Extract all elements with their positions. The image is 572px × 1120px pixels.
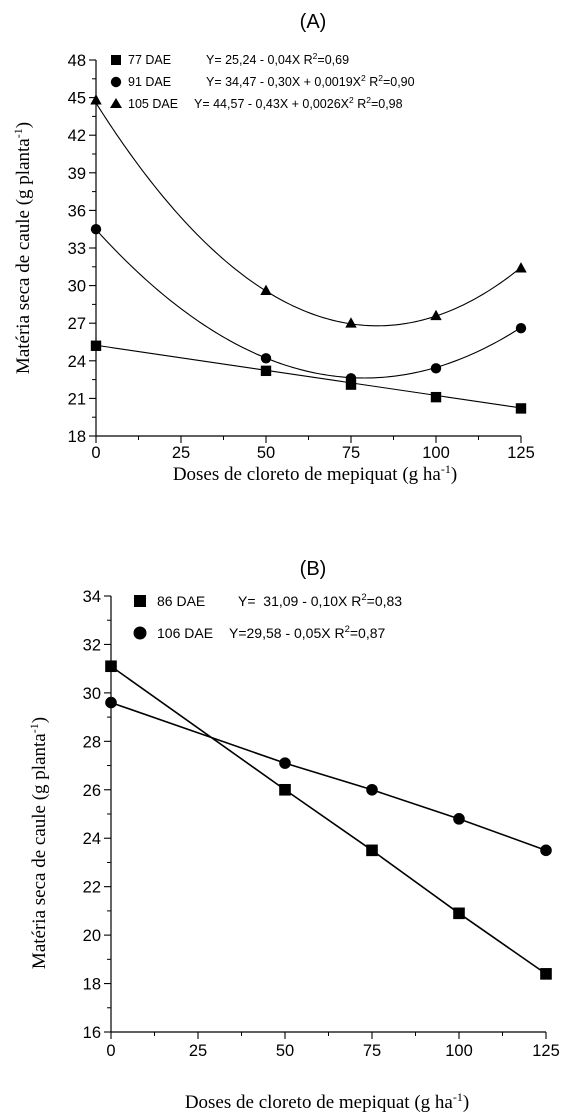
panel-b-series-0-point — [279, 783, 291, 796]
panel-a-series-2-point — [260, 284, 272, 296]
panel-a-series-0-point — [90, 340, 102, 351]
panel-b-series-0 — [105, 660, 552, 980]
panel-a-legend-label-0: 77 DAE — [128, 53, 171, 67]
panel-a-series-2-point — [345, 317, 357, 328]
panel-a-legend-marker-2 — [110, 98, 122, 108]
panel-b-legend-marker-1 — [133, 626, 147, 640]
panel-b-y-tick-label: 34 — [83, 588, 101, 606]
panel-a-plot: 0 25 50 75 100 125 18 21 24 27 30 33 36 39 42 45 48 — [68, 52, 535, 462]
panel-b-series-1-point — [366, 783, 378, 796]
panel-b-legend-marker-0 — [134, 595, 146, 607]
panel-a-y-tick-label: 24 — [68, 353, 86, 371]
panel-a-x-tick-label: 50 — [257, 444, 275, 462]
panel-b-x-tick-label: 125 — [532, 1042, 560, 1060]
panel-b-x-tick-label: 75 — [363, 1042, 381, 1060]
panel-b-y-tick-label: 32 — [83, 636, 101, 654]
panel-b-series-0-point — [540, 968, 552, 980]
panel-a-series-0-fit-line — [95, 344, 522, 409]
panel-a-series-1-point — [430, 363, 442, 374]
panel-a-y-tick-label: 48 — [68, 52, 86, 70]
panel-b-series-0-line — [110, 665, 547, 975]
panel-b-series-0-point — [453, 907, 465, 920]
panel-a-series-1-point — [90, 224, 102, 235]
panel-a-series-1 — [90, 224, 527, 384]
panel-a-series-0-point — [260, 365, 272, 377]
panel-b-series-1-point — [105, 696, 117, 709]
panel-a-legend-label-1: 91 DAE — [128, 75, 171, 89]
panel-a-y-tick-label: 21 — [68, 390, 86, 408]
panel-b-legend-equation-0: Y= 31,09 - 0,10X R2=0,83 — [238, 592, 402, 609]
panel-a-x-tick-label: 100 — [422, 444, 450, 462]
panel-a-title: (A) — [300, 11, 327, 33]
panel-a-y-tick-label: 36 — [68, 202, 86, 220]
panel-b-series-1-point — [540, 844, 552, 857]
panel-b-y-tick-label: 24 — [83, 830, 101, 848]
panel-a-series-0-point — [345, 379, 357, 390]
panel-b-y-tick-label: 22 — [83, 879, 101, 897]
panel-a-y-tick-label: 33 — [68, 240, 86, 258]
panel-b-y-axis-label: Matéria seca de caule (g planta-1) — [27, 717, 50, 969]
panel-b-series-0-point — [366, 844, 378, 857]
panel-b-y-tick-label: 28 — [83, 733, 101, 751]
panel-a-series-1-point — [515, 323, 527, 334]
panel-b-legend-equation-1: Y=29,58 - 0,05X R2=0,87 — [229, 624, 386, 641]
panel-a-y-tick-label: 18 — [68, 428, 86, 446]
panel-a-series-2-point — [430, 309, 442, 321]
panel-a-y-tick-label: 30 — [68, 278, 86, 296]
panel-b-x-tick-label: 50 — [276, 1042, 294, 1060]
panel-a-series-1-point — [345, 373, 357, 384]
panel-a-legend: 77 DAE Y= 25,24 - 0,04X R2=0,69 91 DAE Y… — [110, 51, 415, 111]
panel-b-series-1 — [105, 696, 552, 857]
panel-a-series-2-point — [515, 262, 527, 273]
panel-a-x-axis-label: Doses de cloreto de mepiquat (g ha-1) — [173, 462, 457, 485]
panel-b-x-tick-label: 100 — [445, 1042, 473, 1060]
panel-b-y-tick-label: 30 — [83, 685, 101, 703]
panel-a-x-tick-label: 25 — [172, 444, 190, 462]
panel-a-y-tick-label: 45 — [68, 90, 86, 108]
panel-b-series-1-point — [453, 813, 465, 825]
panel-b: (B) 86 DAE Y= 31,09 - 0,10X R2=0,83 106 … — [27, 558, 560, 1113]
panel-a-legend-label-2: 105 DAE — [128, 97, 178, 111]
panel-b-series-0-point — [105, 660, 117, 673]
panel-b-series-1-line — [110, 701, 547, 852]
panel-a-series-2 — [90, 94, 527, 328]
panel-b-legend: 86 DAE Y= 31,09 - 0,10X R2=0,83 106 DAE … — [133, 592, 402, 641]
panel-b-x-tick-label: 0 — [106, 1042, 115, 1060]
panel-a-series-2-fit-line — [95, 102, 522, 327]
panel-a-y-tick-label: 39 — [68, 165, 86, 183]
panel-b-x-tick-label: 25 — [189, 1042, 207, 1060]
panel-a-legend-marker-1 — [110, 76, 122, 88]
panel-a-x-tick-label: 125 — [507, 444, 535, 462]
panel-a-series-0-point — [515, 403, 527, 414]
panel-b-y-tick-label: 18 — [83, 976, 101, 994]
panel-b-y-tick-label: 26 — [83, 782, 101, 800]
panel-a-legend-equation-2: Y= 44,57 - 0,43X + 0,0026X2 R2=0,98 — [194, 95, 403, 111]
panel-a-y-tick-label: 42 — [68, 127, 86, 145]
panel-a-x-tick-label: 75 — [342, 444, 360, 462]
panel-a-series-0 — [90, 340, 527, 414]
panel-b-legend-label-0: 86 DAE — [157, 593, 205, 609]
panel-a-series-1-fit-line — [95, 229, 522, 379]
panel-a-y-axis-label: Matéria seca de caule (g planta-1) — [11, 122, 34, 374]
panel-a-series-0-point — [430, 391, 442, 403]
panel-a-legend-equation-1: Y= 34,47 - 0,30X + 0,0019X2 R2=0,90 — [206, 73, 415, 89]
panel-b-legend-label-1: 106 DAE — [157, 625, 213, 641]
panel-b-y-tick-label: 16 — [83, 1024, 101, 1042]
panel-a-series-1-point — [260, 353, 272, 364]
panel-b-title: (B) — [300, 558, 327, 580]
panel-a-legend-equation-0: Y= 25,24 - 0,04X R2=0,69 — [206, 51, 349, 67]
panel-b-series-1-point — [279, 757, 291, 769]
panel-a-series-2-point — [90, 94, 102, 105]
panel-a-y-tick-label: 27 — [68, 315, 86, 333]
panel-a-x-tick-label: 0 — [91, 444, 100, 462]
panel-a: (A) 77 DAE Y= 25,24 - 0,04X R2=0,69 91 D… — [11, 11, 535, 485]
panel-b-y-tick-label: 20 — [83, 927, 101, 945]
panel-a-legend-marker-0 — [111, 55, 121, 65]
panel-b-x-axis-label: Doses de cloreto de mepiquat (g ha-1) — [185, 1090, 469, 1113]
panel-b-plot: 0 25 50 75 100 125 16 18 20 22 24 26 28 30 32 34 — [83, 588, 560, 1060]
